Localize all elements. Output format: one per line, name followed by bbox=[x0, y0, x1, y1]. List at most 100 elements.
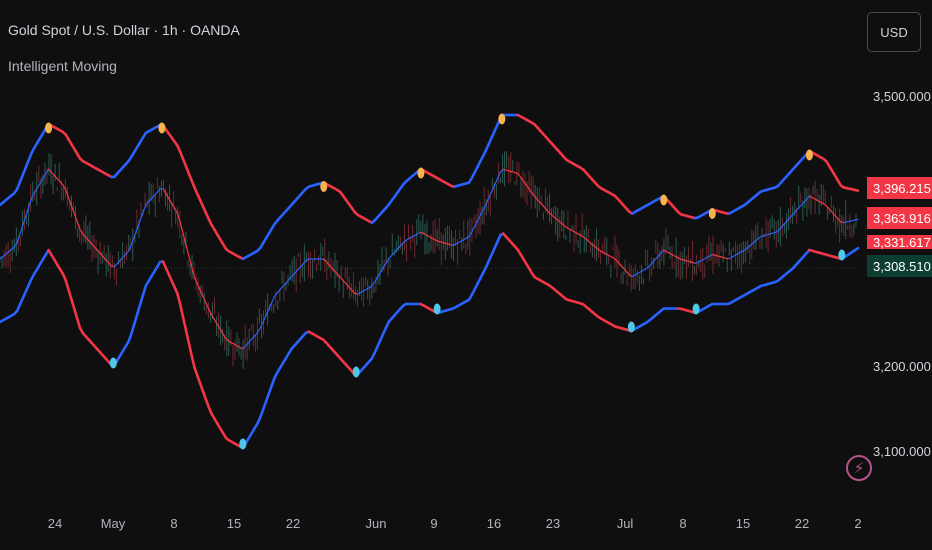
x-tick-jun: Jun bbox=[365, 516, 387, 531]
mid-line-segment bbox=[525, 184, 530, 190]
mid-line-segment bbox=[794, 208, 799, 213]
mid-line-segment bbox=[542, 205, 547, 210]
mid-line-segment bbox=[562, 224, 567, 228]
mid-line-segment bbox=[479, 208, 484, 216]
top-signal-marker bbox=[708, 208, 716, 219]
lower-band-segment bbox=[70, 298, 76, 311]
mid-line-segment bbox=[245, 341, 250, 347]
mid-line-segment bbox=[757, 235, 762, 240]
lower-band-segment bbox=[204, 398, 211, 409]
bottom-signal-marker bbox=[838, 249, 846, 261]
top-signal-marker bbox=[45, 122, 53, 134]
mid-line-segment bbox=[854, 218, 859, 221]
top-signal-marker bbox=[805, 149, 813, 161]
bottom-signal-marker bbox=[239, 438, 247, 450]
mid-line-segment bbox=[59, 181, 64, 186]
x-tick-15: 15 bbox=[226, 516, 242, 531]
mid-line-segment bbox=[79, 229, 84, 235]
lower-band-segment bbox=[130, 322, 136, 335]
indicator-name[interactable]: Intelligent Moving bbox=[8, 58, 117, 74]
mid-line-segment bbox=[271, 295, 276, 304]
mid-line-segment bbox=[256, 327, 261, 334]
mid-line-segment bbox=[276, 288, 281, 294]
bottom-signal-marker bbox=[692, 303, 700, 315]
mid-line-segment bbox=[620, 264, 625, 269]
mid-line-segment bbox=[291, 272, 296, 278]
x-tick-22: 22 bbox=[285, 516, 301, 531]
lower-band-segment bbox=[190, 353, 196, 369]
lower-band-segment bbox=[261, 400, 268, 411]
mid-line-segment bbox=[176, 212, 181, 223]
mid-line-segment bbox=[39, 177, 44, 184]
mid-line-segment bbox=[557, 219, 562, 224]
x-tick-2: 2 bbox=[854, 516, 862, 531]
mid-line-segment bbox=[745, 245, 750, 250]
lower-band-segment bbox=[138, 293, 145, 306]
mid-line-segment bbox=[262, 314, 267, 323]
candles-layer bbox=[0, 150, 857, 369]
top-signal-marker bbox=[498, 113, 506, 125]
mid-line-segment bbox=[391, 251, 396, 256]
mid-line-segment bbox=[331, 267, 336, 272]
top-signal-marker bbox=[320, 181, 328, 192]
mid-line-segment bbox=[102, 255, 107, 261]
mid-line-segment bbox=[222, 333, 227, 340]
currency-button[interactable]: USD bbox=[867, 12, 921, 52]
mid-line-segment bbox=[800, 201, 805, 207]
mid-line-segment bbox=[90, 243, 95, 248]
lower-band-segment bbox=[181, 315, 188, 332]
mid-line-segment bbox=[622, 267, 627, 273]
lower-band-segment bbox=[264, 392, 271, 403]
mid-line-segment bbox=[491, 184, 496, 192]
x-tick-jul: Jul bbox=[616, 516, 634, 531]
mid-line-segment bbox=[582, 236, 587, 241]
mid-line-segment bbox=[545, 208, 550, 214]
mid-line-segment bbox=[783, 220, 788, 226]
lower-band-segment bbox=[127, 331, 133, 343]
mid-line-segment bbox=[130, 235, 136, 245]
mid-line-segment bbox=[837, 218, 842, 223]
mid-line-segment bbox=[588, 241, 593, 245]
mid-line-segment bbox=[625, 270, 630, 276]
mid-line-segment bbox=[348, 286, 353, 291]
lower-band-segment bbox=[267, 384, 274, 396]
lower-band-segment bbox=[141, 284, 148, 297]
mid-line-segment bbox=[474, 220, 479, 227]
top-signal-marker bbox=[660, 194, 668, 206]
mid-line-segment bbox=[202, 295, 207, 304]
markers-layer bbox=[45, 113, 846, 450]
mid-line-segment bbox=[116, 259, 121, 265]
mid-line-segment bbox=[328, 264, 333, 269]
mid-line-segment bbox=[485, 196, 490, 205]
mid-line-segment bbox=[539, 202, 545, 207]
mid-line-segment bbox=[208, 308, 213, 316]
mid-line-segment bbox=[148, 197, 153, 203]
y-tick-3200: 3,200.000 bbox=[873, 359, 931, 374]
lightning-icon[interactable]: ⚡ bbox=[846, 455, 872, 481]
mid-line-segment bbox=[279, 285, 284, 290]
mid-line-segment bbox=[10, 246, 15, 251]
lower-band-segment bbox=[67, 288, 73, 301]
lower-band-segment bbox=[258, 408, 265, 419]
mid-line-segment bbox=[282, 282, 287, 287]
lower-band-segment bbox=[187, 341, 193, 357]
x-tick-16: 16 bbox=[486, 516, 502, 531]
mid-line-segment bbox=[13, 241, 18, 248]
mid-line-segment bbox=[99, 252, 104, 258]
x-tick-8: 8 bbox=[170, 516, 178, 531]
mid-line-segment bbox=[777, 227, 782, 232]
mid-line-segment bbox=[660, 249, 665, 255]
mid-line-segment bbox=[188, 254, 193, 268]
mid-line-segment bbox=[0, 256, 4, 260]
lower-band-segment bbox=[198, 382, 205, 393]
mid-line-segment bbox=[477, 214, 482, 222]
lower-band-segment bbox=[201, 390, 208, 401]
mid-line-segment bbox=[791, 211, 796, 216]
mid-line-segment bbox=[193, 276, 198, 285]
price-label-mid: 3,363.916 bbox=[867, 207, 932, 229]
lower-band-segment bbox=[184, 328, 191, 344]
x-tick-22b: 22 bbox=[794, 516, 810, 531]
mid-line-segment bbox=[302, 260, 307, 265]
mid-line-segment bbox=[376, 271, 381, 278]
